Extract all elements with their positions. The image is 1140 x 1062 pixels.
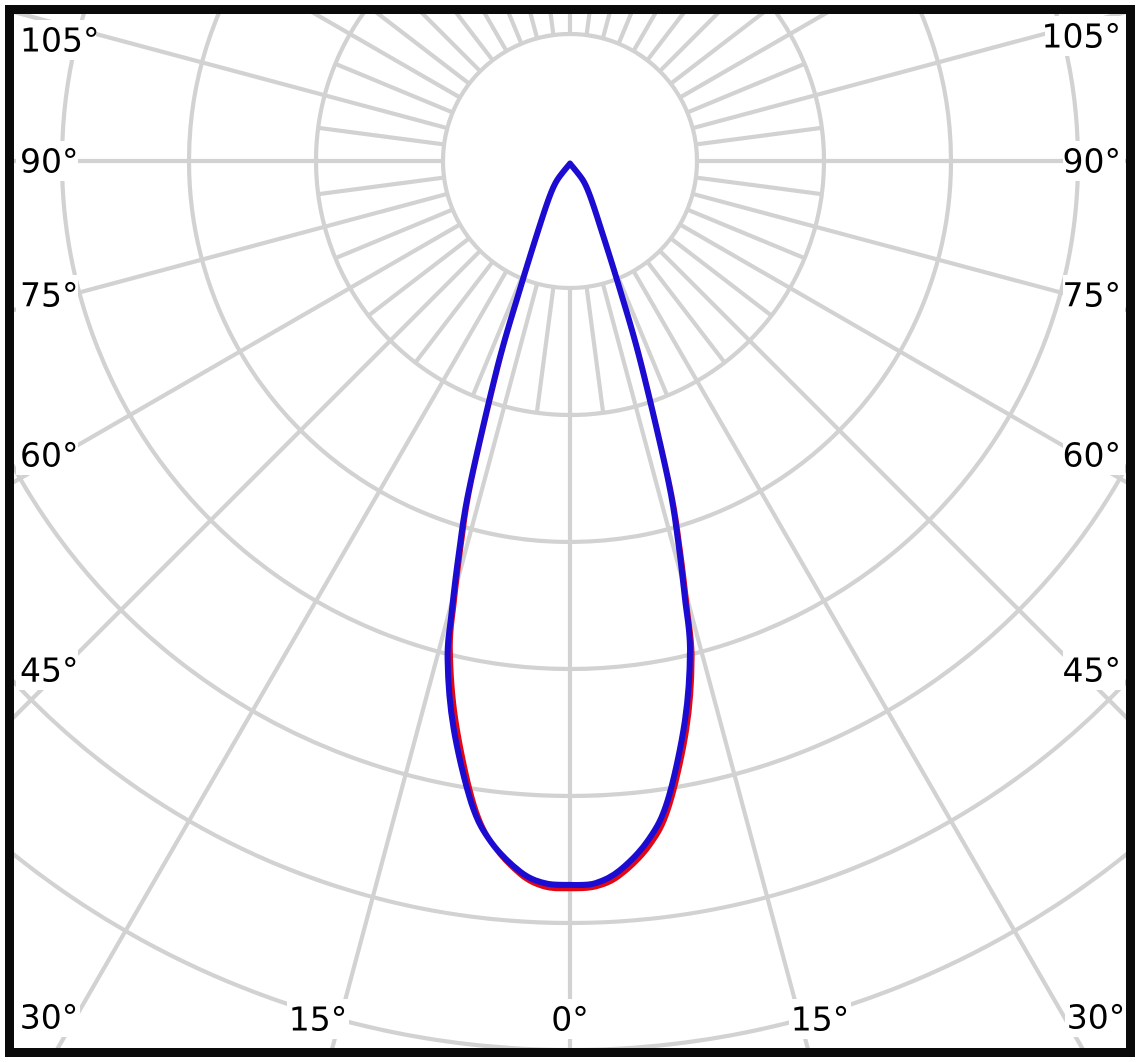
angle-label-mask: [287, 999, 349, 1039]
grid-major-radial: [692, 14, 1126, 131]
grid-major-radial: [14, 191, 448, 313]
grid-minor-radial: [669, 236, 773, 318]
grid-major-radial: [330, 283, 540, 1048]
grid-minor-radial: [695, 125, 823, 147]
grid-minor-radial: [413, 260, 495, 364]
angle-label-mask: [16, 275, 78, 315]
grid-minor-radial: [548, 14, 556, 36]
grid-major-radial: [14, 14, 448, 131]
grid-minor-radial: [506, 14, 524, 45]
angle-label: 75°: [20, 276, 79, 315]
grid-minor-radial: [616, 277, 670, 397]
angle-label-mask: [1065, 997, 1127, 1037]
grid-minor-radial: [317, 175, 445, 197]
grid-minor-radial: [534, 286, 556, 414]
grid-minor-radial: [334, 207, 454, 261]
grid-minor-radial: [669, 14, 766, 86]
angle-label-mask: [16, 20, 96, 60]
angle-label-mask: [1063, 275, 1125, 315]
grid-major-radial: [692, 191, 1126, 313]
grid-major-radial: [678, 222, 1126, 485]
angle-label-mask: [16, 435, 78, 475]
angle-label: 90°: [1063, 142, 1122, 181]
grid-minor-radial: [367, 236, 471, 318]
grid-minor-radial: [584, 286, 606, 414]
angle-label: 15°: [289, 1000, 348, 1039]
grid-minor-radial: [686, 61, 806, 115]
blue-curve: [444, 160, 693, 888]
angle-label: 30°: [1067, 998, 1126, 1037]
angle-label: 105°: [1042, 17, 1122, 56]
grid-major-radial: [658, 249, 1126, 720]
angle-label-mask: [1045, 16, 1125, 56]
grid-minor-radial: [695, 175, 823, 197]
angle-labels: 105° 90° 75° 60° 45° 105° 90° 75° 60° 45° 30° 15° 0°…: [16, 16, 1127, 1039]
grid-major-radial: [14, 222, 462, 485]
distribution-curves: [444, 160, 695, 892]
angle-label-mask: [1063, 141, 1125, 181]
grid-minor-radial: [374, 14, 471, 86]
grid-major-radial: [55, 269, 509, 1048]
angle-label-mask: [18, 997, 80, 1037]
grid-minor-radial: [317, 125, 445, 147]
grid-major-radial: [14, 249, 482, 720]
grid-minor-radial: [470, 277, 524, 397]
angle-label: 105°: [20, 21, 100, 60]
angle-label-mask: [16, 650, 78, 690]
angle-label-mask: [16, 141, 78, 181]
angle-label-mask: [1063, 650, 1125, 690]
grid-minor-radial: [334, 61, 454, 115]
angle-label: 45°: [1063, 651, 1122, 690]
grid-minor-radial: [616, 14, 634, 45]
angle-label: 75°: [1063, 276, 1122, 315]
angle-label-mask: [1063, 435, 1125, 475]
angle-label: 30°: [20, 998, 79, 1037]
angle-label: 45°: [20, 651, 79, 690]
angle-label: 60°: [1063, 436, 1122, 475]
grid-minor-radial: [454, 14, 495, 62]
angle-label-mask: [548, 999, 592, 1039]
angle-label: 90°: [20, 142, 79, 181]
grid-minor-radial: [686, 207, 806, 261]
angle-label: 15°: [791, 1000, 850, 1039]
angle-label: 60°: [20, 436, 79, 475]
grid-minor-radial: [584, 14, 592, 36]
grid-major-radial: [631, 269, 1085, 1048]
grid-major-radial: [600, 283, 810, 1048]
angle-label: 0°: [551, 1000, 589, 1039]
grid-minor-radial: [645, 14, 686, 62]
angle-label-mask: [789, 999, 851, 1039]
grid-minor-radial: [645, 260, 727, 364]
